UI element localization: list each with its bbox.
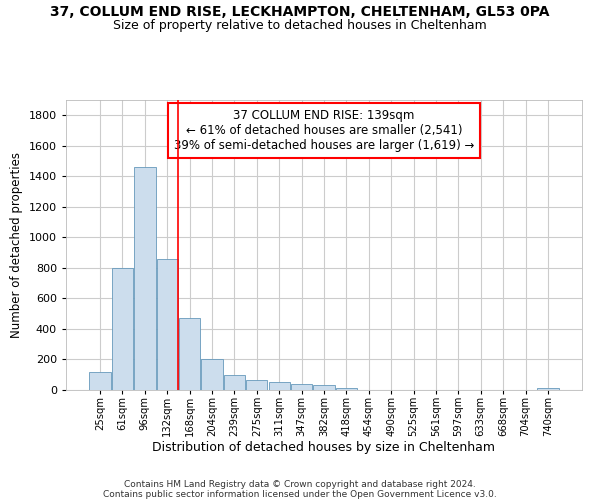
Bar xyxy=(112,268,133,390)
Text: 37, COLLUM END RISE, LECKHAMPTON, CHELTENHAM, GL53 0PA: 37, COLLUM END RISE, LECKHAMPTON, CHELTE… xyxy=(50,5,550,19)
Bar xyxy=(336,388,357,390)
Bar xyxy=(179,318,200,390)
Text: Contains public sector information licensed under the Open Government Licence v3: Contains public sector information licen… xyxy=(103,490,497,499)
Bar xyxy=(134,167,155,390)
Y-axis label: Number of detached properties: Number of detached properties xyxy=(10,152,23,338)
Bar xyxy=(157,258,178,390)
Bar xyxy=(202,360,223,390)
Bar xyxy=(269,382,290,390)
X-axis label: Distribution of detached houses by size in Cheltenham: Distribution of detached houses by size … xyxy=(152,442,496,454)
Text: Size of property relative to detached houses in Cheltenham: Size of property relative to detached ho… xyxy=(113,19,487,32)
Text: Contains HM Land Registry data © Crown copyright and database right 2024.: Contains HM Land Registry data © Crown c… xyxy=(124,480,476,489)
Bar xyxy=(537,388,559,390)
Bar xyxy=(313,386,335,390)
Bar xyxy=(89,372,111,390)
Bar xyxy=(291,384,312,390)
Text: 37 COLLUM END RISE: 139sqm
← 61% of detached houses are smaller (2,541)
39% of s: 37 COLLUM END RISE: 139sqm ← 61% of deta… xyxy=(174,108,474,152)
Bar xyxy=(224,374,245,390)
Bar xyxy=(246,380,268,390)
